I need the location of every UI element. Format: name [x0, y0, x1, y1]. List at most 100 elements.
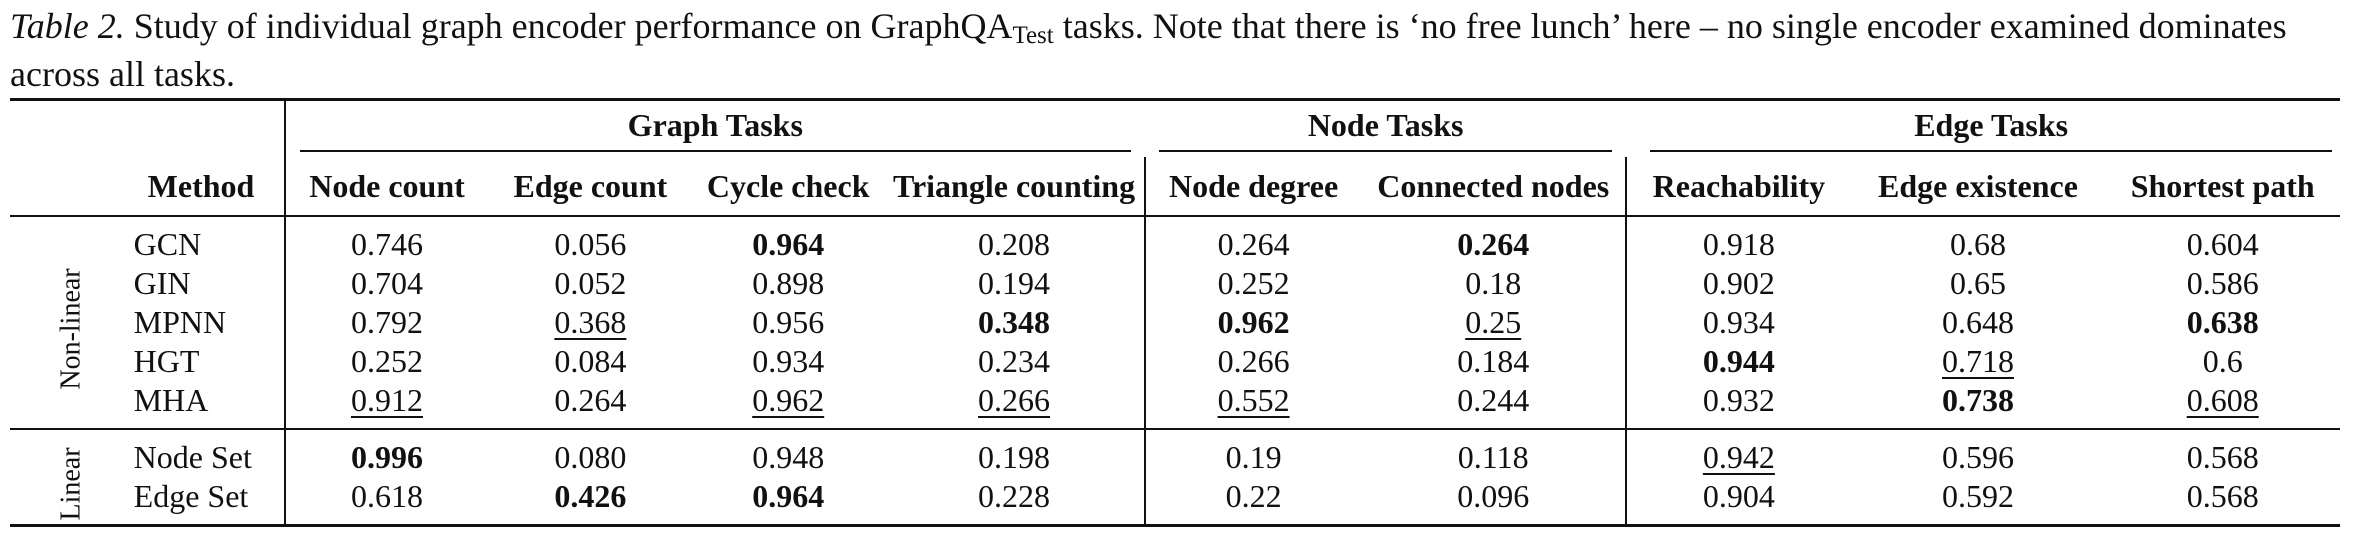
value-text: 0.592 — [1941, 478, 2014, 514]
value-text: 0.194 — [978, 265, 1051, 301]
value-cell: 0.932 — [1625, 381, 1851, 429]
value-cell: 0.964 — [692, 215, 885, 264]
row-group-label: Non-linear — [10, 215, 134, 429]
value-text: 0.264 — [1457, 226, 1530, 262]
table-row: Linear Node Set 0.996 0.080 0.948 0.198 0.19 0.… — [10, 428, 2340, 527]
value-text: 0.918 — [1702, 226, 1775, 262]
col-header: Triangle counting — [892, 167, 1136, 204]
value-text: 0.056 — [554, 226, 627, 262]
value-cell: 0.918 — [1625, 215, 1851, 264]
value-text: 0.118 — [1457, 439, 1529, 475]
value-text: 0.944 — [1702, 343, 1775, 379]
value-cell: 0.568 — [2105, 428, 2340, 477]
value-text: 0.902 — [1702, 265, 1775, 301]
value-cell: 0.996 — [283, 428, 489, 477]
value-text: 0.792 — [351, 304, 423, 340]
col-header: Edge existence — [1878, 167, 2078, 204]
value-cell: 0.962 — [1144, 303, 1362, 342]
method-cell: Node Set — [133, 428, 285, 477]
value-cell: 0.18 — [1361, 264, 1626, 303]
value-cell: 0.942 — [1625, 428, 1851, 477]
value-cell: 0.252 — [283, 342, 489, 381]
value-text: 0.568 — [2186, 478, 2259, 514]
value-cell: 0.264 — [1361, 215, 1627, 264]
value-cell: 0.902 — [1625, 264, 1851, 303]
col-header: Reachability — [1625, 157, 1851, 216]
value-text: 0.596 — [1941, 439, 2014, 475]
value-text: 0.244 — [1457, 382, 1530, 418]
value-text: 0.934 — [752, 343, 825, 379]
value-cell: 0.25 — [1361, 303, 1626, 342]
col-header: Node degree — [1144, 157, 1362, 216]
value-cell: 0.934 — [1625, 303, 1851, 342]
value-text: 0.266 — [978, 382, 1051, 418]
column-header-row: Method Node count Edge count Cycle check… — [10, 157, 2340, 216]
value-cell: 0.426 — [488, 477, 693, 527]
table-caption: Table 2. Study of individual graph encod… — [10, 2, 2348, 98]
value-cell: 0.568 — [2105, 477, 2340, 527]
group-header-row: Graph Tasks Node Tasks Edge Tasks — [10, 98, 2340, 157]
value-text: 0.964 — [752, 478, 825, 514]
value-text: 0.942 — [1702, 439, 1775, 475]
value-cell: 0.096 — [1361, 477, 1627, 527]
value-cell: 0.792 — [283, 303, 489, 342]
value-cell: 0.618 — [283, 477, 489, 527]
row-group-label: Linear — [10, 428, 134, 527]
value-text: 0.996 — [351, 439, 423, 475]
method-cell: GCN — [133, 215, 285, 264]
value-cell: 0.6 — [2105, 342, 2340, 381]
value-cell: 0.65 — [1851, 264, 2106, 303]
value-cell: 0.592 — [1850, 477, 2106, 527]
value-text: 0.912 — [351, 382, 423, 418]
value-text: 0.264 — [1217, 226, 1290, 262]
table-row: Non-linear GCN 0.746 0.056 0.964 0.208 0.264 0.… — [10, 215, 2340, 429]
value-text: 0.348 — [978, 304, 1051, 340]
value-text: 0.618 — [351, 478, 423, 514]
value-cell: 0.22 — [1144, 477, 1362, 527]
group-header-graph: Graph Tasks — [283, 98, 1146, 157]
value-text: 0.22 — [1225, 478, 1282, 514]
value-text: 0.234 — [978, 343, 1051, 379]
value-cell: 0.19 — [1144, 428, 1362, 477]
value-text: 0.552 — [1217, 382, 1290, 418]
value-cell: 0.586 — [2105, 264, 2340, 303]
group-header-node: Node Tasks — [1145, 98, 1627, 157]
value-cell: 0.368 — [488, 303, 692, 342]
value-text: 0.052 — [554, 265, 627, 301]
value-text: 0.608 — [2186, 382, 2259, 418]
value-text: 0.962 — [1217, 304, 1290, 340]
method-header: Method — [147, 167, 255, 204]
value-text: 0.718 — [1941, 343, 2014, 379]
table-row: MHA 0.912 0.264 0.962 0.266 0.552 0.244 0.932 0.… — [10, 381, 2340, 429]
value-cell: 0.266 — [884, 381, 1145, 429]
value-text: 0.68 — [1949, 226, 2006, 262]
value-text: 0.228 — [978, 478, 1051, 514]
value-cell: 0.604 — [2105, 215, 2340, 264]
value-cell: 0.194 — [884, 264, 1145, 303]
value-cell: 0.596 — [1850, 428, 2106, 477]
value-text: 0.080 — [554, 439, 627, 475]
value-cell: 0.912 — [283, 381, 489, 429]
value-text: 0.6 — [2202, 343, 2243, 379]
value-cell: 0.228 — [884, 477, 1146, 527]
value-text: 0.604 — [2186, 226, 2259, 262]
value-text: 0.746 — [351, 226, 423, 262]
value-cell: 0.264 — [1144, 215, 1362, 264]
value-text: 0.898 — [752, 265, 825, 301]
method-cell: GIN — [133, 265, 191, 301]
value-text: 0.586 — [2186, 265, 2259, 301]
table-row: GIN 0.704 0.052 0.898 0.194 0.252 0.18 0.902 0.6… — [10, 264, 2340, 303]
value-text: 0.264 — [554, 382, 627, 418]
caption-label: Table 2. — [10, 6, 125, 46]
value-cell: 0.348 — [884, 303, 1145, 342]
value-cell: 0.68 — [1850, 215, 2106, 264]
value-text: 0.738 — [1941, 382, 2014, 418]
row-group-label-text: Linear — [55, 446, 87, 521]
col-header: Shortest path — [2130, 167, 2315, 204]
value-cell: 0.266 — [1144, 342, 1362, 381]
value-text: 0.568 — [2186, 439, 2259, 475]
method-cell: MHA — [133, 382, 209, 418]
value-cell: 0.234 — [884, 342, 1145, 381]
value-cell: 0.118 — [1361, 428, 1627, 477]
paper-figure: Table 2. Study of individual graph encod… — [10, 0, 2348, 527]
